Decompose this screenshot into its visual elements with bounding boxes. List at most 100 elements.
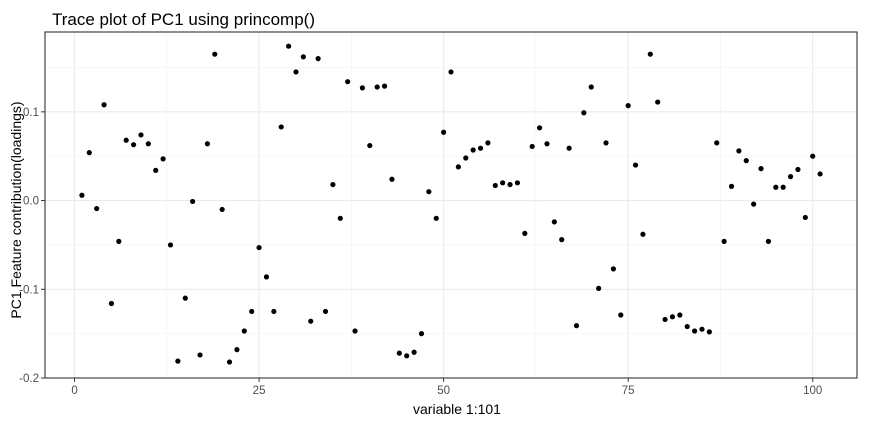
data-point — [751, 201, 757, 207]
plot-panel — [45, 32, 857, 378]
y-tick-label: -0.1 — [19, 284, 39, 296]
data-point — [573, 323, 580, 329]
data-point — [330, 181, 336, 188]
data-point — [212, 51, 218, 57]
data-point — [632, 162, 639, 168]
data-point — [145, 141, 151, 147]
data-point — [692, 328, 698, 334]
data-point — [610, 266, 617, 272]
data-point — [197, 352, 203, 358]
x-tick-label: 50 — [437, 385, 450, 397]
data-point — [271, 308, 277, 315]
data-point — [86, 150, 92, 156]
data-point — [182, 295, 188, 301]
data-point — [367, 142, 373, 149]
data-point — [404, 353, 410, 359]
data-point — [529, 143, 535, 150]
data-point — [94, 205, 100, 212]
data-point — [160, 156, 166, 162]
data-point — [322, 308, 329, 315]
x-tick-label: 25 — [253, 385, 266, 397]
data-point — [625, 103, 631, 109]
data-point — [477, 145, 484, 151]
data-point — [603, 140, 609, 146]
data-point — [699, 326, 705, 332]
data-point — [714, 140, 720, 146]
data-point — [551, 219, 557, 225]
data-point — [116, 238, 122, 244]
data-point — [278, 124, 284, 130]
y-tick-label: 0.0 — [23, 196, 39, 208]
y-tick-label: -0.2 — [19, 373, 39, 385]
data-point — [337, 215, 343, 221]
x-tick-label: 75 — [622, 385, 635, 397]
x-tick-label: 0 — [71, 385, 77, 397]
data-point — [640, 231, 646, 237]
data-point — [345, 79, 351, 85]
data-point — [765, 238, 772, 244]
data-point — [618, 312, 624, 318]
data-point — [758, 166, 764, 172]
data-point — [79, 192, 85, 198]
data-point — [536, 125, 543, 131]
data-point — [190, 198, 196, 205]
data-point — [130, 142, 137, 148]
data-point — [588, 84, 594, 90]
data-point — [787, 174, 794, 180]
data-point — [256, 244, 262, 251]
x-tick-label: 100 — [803, 385, 822, 397]
data-point — [795, 166, 801, 173]
data-point — [455, 164, 461, 170]
data-point — [662, 316, 668, 323]
data-point — [308, 318, 314, 324]
data-points — [79, 43, 823, 365]
data-point — [175, 358, 181, 364]
data-point — [669, 314, 676, 320]
data-point — [492, 182, 498, 189]
data-point — [817, 171, 823, 177]
data-point — [101, 102, 107, 108]
data-point — [389, 176, 395, 182]
data-point — [249, 308, 255, 315]
data-point — [736, 148, 742, 154]
data-point — [655, 99, 661, 105]
data-point — [728, 183, 735, 189]
data-point — [138, 132, 144, 138]
data-point — [418, 331, 425, 337]
data-point — [721, 238, 727, 244]
data-point — [234, 347, 240, 353]
y-tick-label: 0.1 — [23, 107, 39, 119]
data-point — [219, 206, 225, 213]
data-point — [352, 328, 358, 334]
chart-title: Trace plot of PC1 using princomp() — [52, 10, 315, 29]
data-point — [500, 180, 506, 186]
data-point — [780, 184, 786, 190]
data-point — [566, 145, 572, 151]
data-point — [559, 237, 565, 243]
data-point — [773, 184, 779, 190]
data-point — [300, 54, 306, 60]
data-point — [359, 85, 366, 91]
data-point — [596, 285, 602, 291]
data-point — [381, 83, 388, 89]
data-point — [315, 56, 321, 62]
data-point — [485, 140, 491, 146]
x-axis-title: variable 1:101 — [413, 401, 501, 417]
data-point — [226, 359, 233, 365]
data-point — [448, 69, 454, 75]
data-point — [153, 167, 159, 173]
data-point — [241, 328, 247, 334]
data-point — [647, 51, 653, 57]
data-point — [411, 349, 417, 355]
data-point — [426, 189, 432, 195]
data-point — [293, 69, 299, 75]
panel-border — [44, 31, 858, 379]
data-point — [810, 153, 816, 159]
data-point — [522, 230, 528, 236]
data-point — [677, 312, 683, 318]
data-point — [396, 350, 402, 356]
data-point — [108, 300, 115, 307]
data-point — [581, 110, 587, 116]
data-point — [470, 147, 476, 153]
